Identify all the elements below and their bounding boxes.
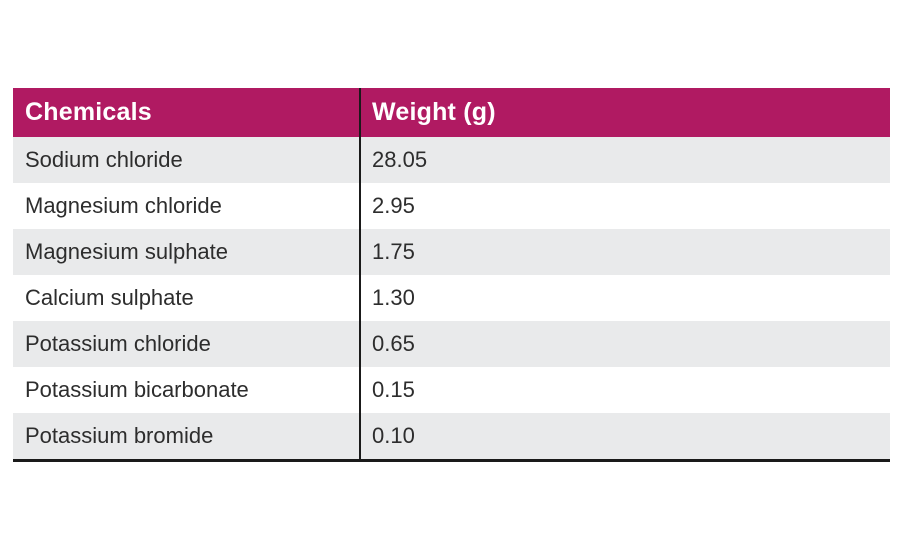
chemical-name-cell: Magnesium sulphate xyxy=(13,229,361,275)
weight-value-cell: 0.15 xyxy=(360,367,890,413)
weight-value-cell: 1.75 xyxy=(360,229,890,275)
table-body: Sodium chloride 28.05 Magnesium chloride… xyxy=(13,137,890,461)
weight-value-cell: 1.30 xyxy=(360,275,890,321)
column-header-chemicals: Chemicals xyxy=(13,88,361,137)
table-row: Potassium bicarbonate 0.15 xyxy=(13,367,890,413)
table-row: Calcium sulphate 1.30 xyxy=(13,275,890,321)
weight-value-cell: 0.10 xyxy=(360,413,890,461)
table-row: Magnesium chloride 2.95 xyxy=(13,183,890,229)
chemical-name-cell: Magnesium chloride xyxy=(13,183,361,229)
chemical-name-cell: Calcium sulphate xyxy=(13,275,361,321)
table-row: Sodium chloride 28.05 xyxy=(13,137,890,183)
table-head: Chemicals Weight (g) xyxy=(13,88,890,137)
table-row: Potassium bromide 0.10 xyxy=(13,413,890,461)
weight-value-cell: 0.65 xyxy=(360,321,890,367)
table-header-row: Chemicals Weight (g) xyxy=(13,88,890,137)
chemical-name-cell: Sodium chloride xyxy=(13,137,361,183)
chemicals-weight-table: Chemicals Weight (g) Sodium chloride 28.… xyxy=(13,88,890,462)
weight-value-cell: 28.05 xyxy=(360,137,890,183)
column-header-weight: Weight (g) xyxy=(360,88,890,137)
table-row: Magnesium sulphate 1.75 xyxy=(13,229,890,275)
chemical-name-cell: Potassium chloride xyxy=(13,321,361,367)
chemical-name-cell: Potassium bicarbonate xyxy=(13,367,361,413)
table-row: Potassium chloride 0.65 xyxy=(13,321,890,367)
chemical-name-cell: Potassium bromide xyxy=(13,413,361,461)
weight-value-cell: 2.95 xyxy=(360,183,890,229)
